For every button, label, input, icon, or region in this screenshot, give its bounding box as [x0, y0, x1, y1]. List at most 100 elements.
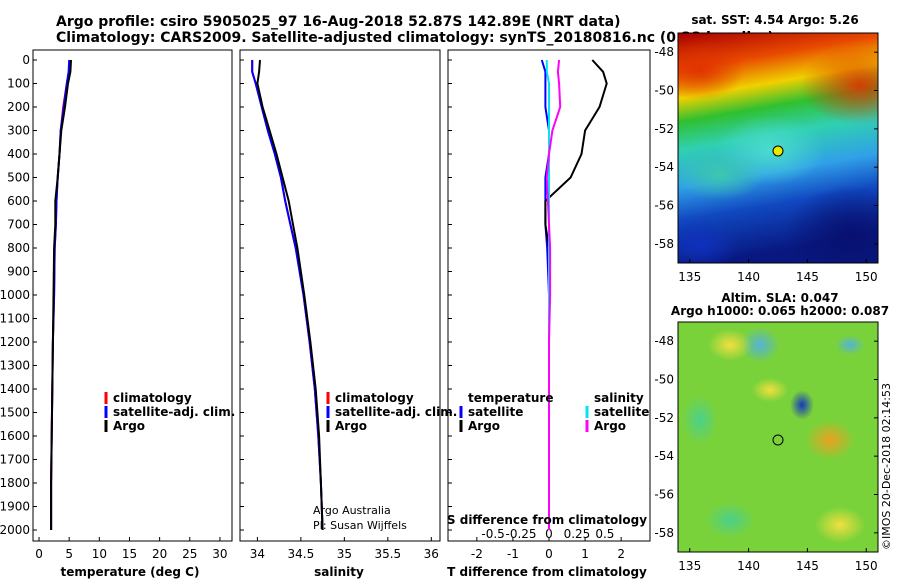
- difference-tick-label: -2: [471, 547, 483, 561]
- map-y-tick-label: -58: [654, 237, 674, 251]
- temperature-series: [50, 59, 72, 530]
- temperature-tick-label: 15: [122, 547, 137, 561]
- figure-title-line1: Argo profile: csiro 5905025_97 16-Aug-20…: [56, 14, 620, 30]
- sla-high-patch: [805, 420, 855, 460]
- map-y-tick-label: -54: [654, 449, 674, 463]
- map-y-tick-label: -56: [654, 488, 674, 502]
- series-line-salinity-argo: [545, 59, 562, 530]
- depth-axis: 0 100 200 300 400 500 600 700 800 900 1000 1100 1200…: [0, 53, 452, 537]
- legend-label-climatology: climatology: [113, 391, 192, 405]
- depth-tick-label: 100: [7, 77, 30, 91]
- series-line-satellite-adj-clim-: [251, 60, 324, 531]
- temperature-legend: climatology satellite-adj. clim. Argo: [104, 391, 235, 433]
- sla-y-axis: -48 -50 -52 -54 -56 -58: [654, 334, 878, 540]
- salinity-axis-label: salinity: [314, 565, 364, 579]
- legend-label-t-satellite: satellite: [468, 405, 523, 419]
- difference-legend-salinity: salinity satellite Argo: [585, 391, 649, 433]
- sla-high-patch: [708, 329, 752, 361]
- depth-tick-label: 900: [7, 265, 30, 279]
- salinity-tick-label: 34: [250, 547, 265, 561]
- map-y-tick-label: -58: [654, 526, 674, 540]
- temperature-tick-label: 30: [212, 547, 227, 561]
- map-x-tick-label: 135: [678, 270, 701, 284]
- sla-light-patch: [740, 327, 780, 363]
- depth-tick-label: 800: [7, 241, 30, 255]
- salinity-legend: climatology satellite-adj. clim. Argo: [326, 391, 457, 433]
- sst-x-axis: 135 140 145 150: [678, 259, 878, 284]
- map-x-tick-label: 140: [737, 270, 760, 284]
- legend-label-climatology: climatology: [335, 391, 414, 405]
- legend-label-argo: Argo: [113, 419, 145, 433]
- legend-label-t-argo: Argo: [468, 419, 500, 433]
- depth-tick-label: 200: [7, 100, 30, 114]
- map-x-tick-label: 140: [737, 559, 760, 573]
- depth-tick-label: 1300: [0, 359, 30, 373]
- legend-label-satellite: satellite-adj. clim.: [113, 405, 235, 419]
- depth-tick-label: 300: [7, 124, 30, 138]
- difference-tick-label: 1: [581, 547, 589, 561]
- depth-tick-label: 1700: [0, 453, 30, 467]
- pi-note: PI: Susan Wijffels: [313, 519, 407, 532]
- imos-credit: ©IMOS 20-Dec-2018 02:14:53: [880, 383, 893, 550]
- difference-tick-label: 2: [617, 547, 625, 561]
- difference-tick-label: -1: [507, 547, 519, 561]
- sla-light-patch: [682, 395, 718, 445]
- sst-cold-patch: [785, 185, 878, 263]
- sla-map-title-line2: Argo h1000: 0.065 h2000: 0.087: [671, 304, 889, 318]
- map-x-tick-label: 150: [855, 559, 878, 573]
- series-line-temperature-argo: [544, 59, 608, 530]
- depth-tick-label: 1100: [0, 312, 30, 326]
- depth-tick-label: 1200: [0, 335, 30, 349]
- temperature-tick-label: 5: [65, 547, 73, 561]
- legend-label-s-argo: Argo: [594, 419, 626, 433]
- map-y-tick-label: -48: [654, 334, 674, 348]
- sla-map-frame: [677, 321, 879, 553]
- depth-tick-label: 1000: [0, 288, 30, 302]
- salinity-tick-label: 36: [424, 547, 439, 561]
- map-y-tick-label: -50: [654, 84, 674, 98]
- map-x-tick-label: 145: [796, 270, 819, 284]
- salinity-tick-label: 34.5: [288, 547, 315, 561]
- map-y-tick-label: -56: [654, 199, 674, 213]
- map-x-tick-label: 145: [796, 559, 819, 573]
- sst-map-title: sat. SST: 4.54 Argo: 5.26: [691, 13, 858, 27]
- s-difference-tick-label: 0: [545, 527, 553, 541]
- s-difference-axis-label: S difference from climatology: [447, 513, 647, 527]
- map-x-tick-label: 135: [678, 559, 701, 573]
- argo-australia-note: Argo Australia: [313, 504, 391, 517]
- map-y-tick-label: -50: [654, 373, 674, 387]
- temperature-axis-label: temperature (deg C): [61, 565, 200, 579]
- temperature-tick-label: 0: [35, 547, 43, 561]
- depth-tick-label: 1600: [0, 429, 30, 443]
- difference-tick-label: 0: [545, 547, 553, 561]
- difference-legend-temperature: temperature satellite Argo: [459, 391, 553, 433]
- map-y-tick-label: -52: [654, 122, 674, 136]
- difference-axis-label: T difference from climatology: [447, 565, 647, 579]
- series-line-climatology: [251, 60, 324, 531]
- legend-label-argo: Argo: [335, 419, 367, 433]
- legend-label-s-satellite: satellite: [594, 405, 649, 419]
- s-difference-tick-label: 0.5: [595, 527, 614, 541]
- salinity-difference-axis: -0.5 -0.25 0 0.25 0.5: [481, 527, 614, 541]
- legend-label-satellite: satellite-adj. clim.: [335, 405, 457, 419]
- sla-high-patch: [752, 378, 788, 402]
- sst-teal-patch: [678, 150, 765, 200]
- sla-map-title-line1: Altim. SLA: 0.047: [721, 291, 838, 305]
- sst-warm-patch: [678, 40, 745, 100]
- sla-low-patch: [835, 335, 865, 355]
- salinity-tick-label: 35.5: [374, 547, 401, 561]
- depth-tick-label: 0: [22, 53, 30, 67]
- legend-title-temperature: temperature: [468, 391, 553, 405]
- depth-tick-label: 600: [7, 194, 30, 208]
- sst-warm-patch: [800, 45, 878, 125]
- sst-cold-patch: [678, 220, 740, 263]
- depth-tick-label: 1400: [0, 382, 30, 396]
- sla-low-patch: [790, 390, 814, 420]
- s-difference-tick-label: 0.25: [564, 527, 591, 541]
- depth-tick-label: 1500: [0, 406, 30, 420]
- sst-map-frame: [677, 32, 879, 264]
- depth-tick-label: 1900: [0, 500, 30, 514]
- salinity-panel-frame: [239, 49, 441, 542]
- temperature-tick-label: 20: [152, 547, 167, 561]
